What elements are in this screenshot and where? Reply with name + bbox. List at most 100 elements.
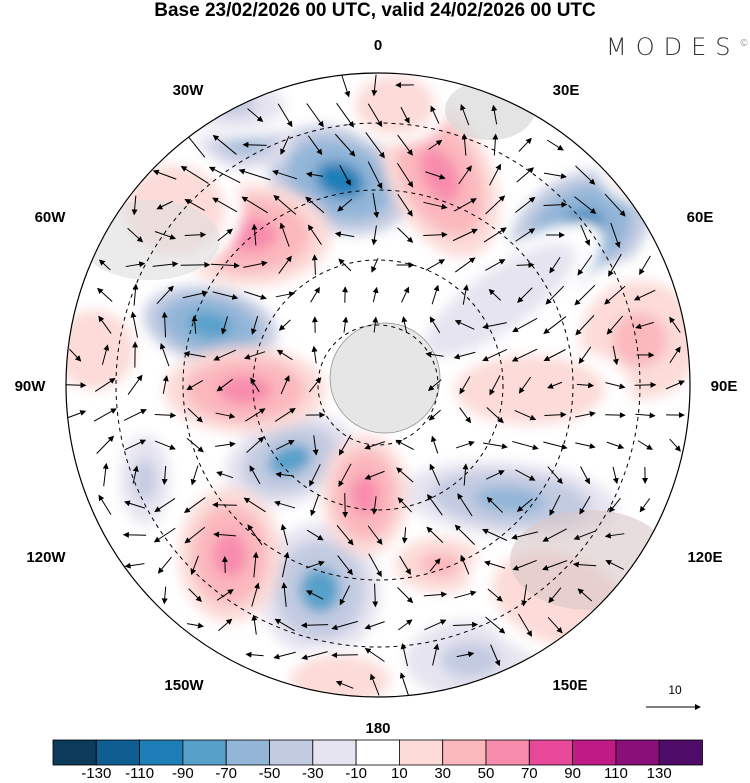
wind-arrow bbox=[184, 526, 206, 544]
colorbar-swatch bbox=[658, 739, 703, 766]
colorbar-swatch bbox=[312, 739, 357, 766]
wind-arrow bbox=[635, 412, 656, 419]
wind-arrow bbox=[521, 584, 528, 607]
wind-arrow bbox=[579, 495, 591, 515]
wind-arrow bbox=[338, 434, 352, 456]
wind-arrow bbox=[183, 497, 206, 514]
colorbar-label: -90 bbox=[172, 765, 194, 782]
wind-arrow bbox=[491, 104, 498, 125]
colorbar-label: 110 bbox=[604, 765, 628, 782]
wind-arrow bbox=[543, 316, 567, 335]
wind-arrow bbox=[281, 551, 290, 578]
wind-arrow bbox=[184, 199, 205, 211]
colorbar-swatch bbox=[572, 739, 617, 766]
wind-arrow bbox=[244, 408, 266, 422]
wind-arrow bbox=[580, 224, 591, 247]
wind-arrow bbox=[518, 613, 533, 637]
wind-arrow bbox=[306, 590, 324, 600]
wind-arrow bbox=[364, 441, 386, 450]
wind-arrow bbox=[159, 342, 170, 367]
wind-arrow bbox=[217, 228, 233, 242]
wind-arrow bbox=[485, 195, 506, 215]
wind-arrow bbox=[605, 560, 624, 570]
wind-arrow bbox=[401, 286, 410, 303]
wind-arrow bbox=[459, 407, 472, 424]
wind-arrow bbox=[152, 261, 179, 268]
wind-arrow bbox=[184, 231, 207, 238]
wind-arrow bbox=[482, 528, 508, 541]
wind-arrow bbox=[367, 161, 383, 190]
wind-arrow bbox=[371, 225, 378, 246]
wind-arrow bbox=[543, 201, 568, 208]
colorbar-label: -10 bbox=[345, 765, 367, 782]
lon-label-60w: 60W bbox=[35, 209, 67, 226]
wind-arrow bbox=[372, 192, 380, 219]
colorbar-label: -110 bbox=[125, 765, 154, 782]
wind-arrow bbox=[423, 231, 448, 238]
wind-arrow bbox=[397, 497, 413, 513]
wind-arrow bbox=[542, 560, 568, 571]
logo-text: MODES bbox=[606, 33, 740, 61]
wind-arrow bbox=[279, 222, 290, 247]
wind-arrow bbox=[342, 493, 349, 518]
wind-arrow bbox=[369, 673, 380, 696]
colorbar-swatch bbox=[615, 739, 660, 766]
wind-arrow bbox=[575, 165, 596, 185]
wind-arrow bbox=[123, 409, 147, 421]
antarctica bbox=[329, 322, 441, 434]
lon-label-150w: 150W bbox=[164, 677, 204, 694]
wind-arrow bbox=[251, 614, 258, 635]
wind-arrow bbox=[512, 440, 539, 451]
wind-arrow bbox=[243, 260, 268, 268]
wind-arrow bbox=[635, 321, 655, 330]
wind-arrow bbox=[306, 529, 324, 541]
wind-arrow bbox=[577, 254, 593, 276]
wind-arrow bbox=[487, 588, 503, 602]
lon-label-30e: 30E bbox=[553, 82, 580, 99]
wind-arrow bbox=[272, 169, 298, 180]
wind-arrow bbox=[157, 556, 172, 574]
wind-arrow bbox=[124, 562, 145, 569]
wind-arrow bbox=[452, 228, 478, 242]
anomaly-blob bbox=[143, 285, 277, 365]
colorbar-label: -30 bbox=[302, 765, 324, 782]
wind-arrow bbox=[276, 349, 293, 361]
wind-arrow bbox=[546, 139, 564, 151]
wind-arrow bbox=[573, 530, 596, 541]
wind-arrow bbox=[461, 133, 468, 156]
map-field bbox=[66, 73, 690, 697]
colorbar-swatch bbox=[225, 739, 270, 766]
wind-arrow bbox=[483, 442, 508, 450]
wind-arrow bbox=[489, 163, 501, 186]
colorbar-label: -50 bbox=[259, 765, 281, 782]
wind-arrow bbox=[367, 525, 383, 545]
wind-arrow bbox=[371, 496, 378, 515]
wind-arrow bbox=[425, 171, 446, 180]
modes-logo: MODES© bbox=[606, 33, 748, 61]
wind-arrow bbox=[187, 407, 203, 423]
wind-arrow bbox=[397, 227, 414, 243]
wind-arrow bbox=[454, 590, 477, 599]
wind-arrow bbox=[400, 642, 408, 667]
vector-reference-label: 10 bbox=[668, 683, 682, 697]
wind-arrow bbox=[458, 165, 472, 185]
wind-arrow bbox=[182, 290, 209, 299]
anomaly-blob bbox=[599, 136, 681, 204]
colorbar-swatch bbox=[528, 739, 573, 766]
lon-label-120e: 120E bbox=[687, 549, 722, 566]
wind-arrow bbox=[574, 284, 596, 306]
wind-arrow bbox=[190, 465, 199, 486]
wind-arrow bbox=[483, 560, 506, 569]
wind-arrow bbox=[457, 493, 473, 517]
wind-arrow bbox=[93, 408, 117, 422]
wind-arrow bbox=[577, 588, 593, 602]
wind-arrow bbox=[608, 497, 621, 513]
colorbar-label: 10 bbox=[391, 765, 408, 782]
wind-arrow bbox=[399, 555, 411, 575]
wind-arrow bbox=[339, 585, 351, 606]
wind-arrow bbox=[548, 587, 562, 604]
wind-arrow bbox=[669, 316, 681, 333]
lon-label-60e: 60E bbox=[687, 209, 714, 226]
lon-label-90e: 90E bbox=[711, 378, 738, 395]
wind-arrow bbox=[575, 411, 596, 418]
